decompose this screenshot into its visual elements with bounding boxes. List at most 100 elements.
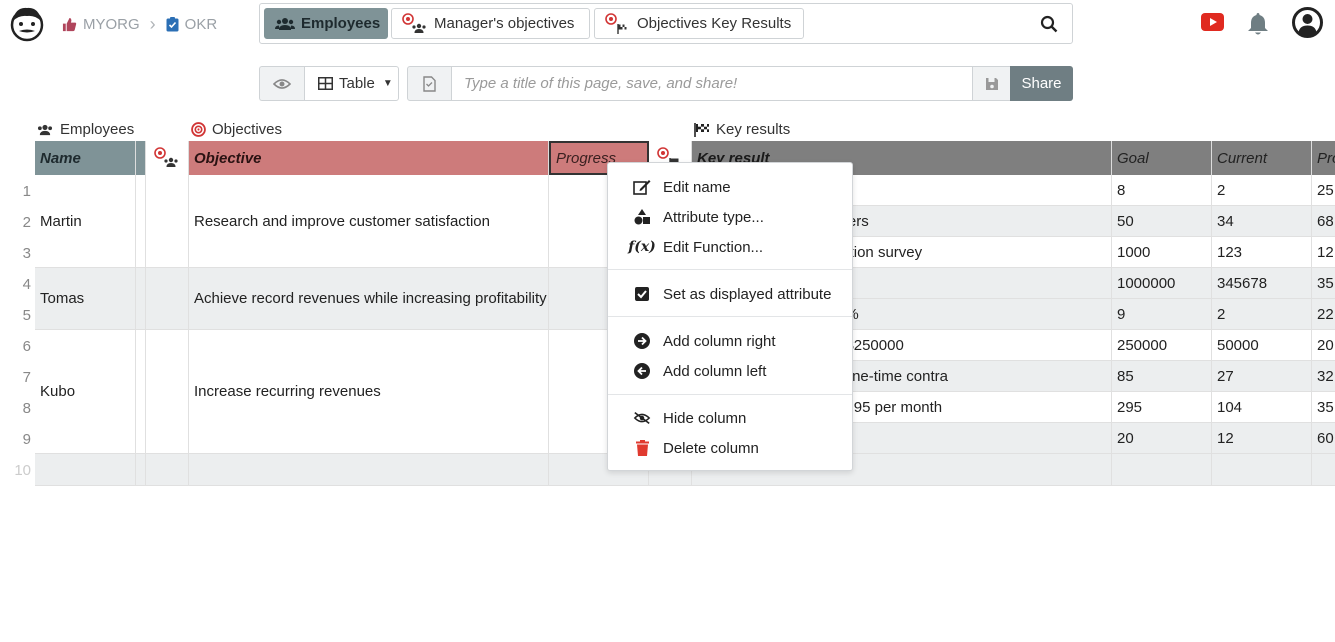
goal-cell[interactable]: 1000000 (1112, 268, 1212, 299)
current-cell[interactable]: 2 (1212, 299, 1312, 330)
current-cell[interactable]: 34 (1212, 206, 1312, 237)
empty-cell[interactable] (1212, 454, 1312, 486)
column-header-manager-link[interactable] (146, 141, 189, 175)
menu-edit-name-label: Edit name (663, 178, 731, 196)
percent-cell[interactable]: 60 (1312, 423, 1335, 454)
current-cell[interactable]: 345678 (1212, 268, 1312, 299)
section-objectives: Objectives (191, 121, 282, 138)
percent-cell[interactable]: 68 (1312, 206, 1335, 237)
menu-add-column-right-label: Add column right (663, 332, 776, 350)
objective-cell[interactable]: Achieve record revenues while increasing… (189, 268, 549, 330)
current-cell[interactable]: 2 (1212, 175, 1312, 206)
table-icon (318, 77, 333, 90)
percent-cell[interactable]: 35 (1312, 392, 1335, 423)
percent-cell[interactable]: 20 (1312, 330, 1335, 361)
current-cell[interactable]: 12 (1212, 423, 1312, 454)
current-cell[interactable]: 104 (1212, 392, 1312, 423)
page-title-input[interactable] (451, 66, 973, 101)
column-header-name[interactable]: Name (35, 141, 136, 175)
menu-add-column-left[interactable]: Add column left (608, 357, 852, 385)
empty-cell[interactable] (136, 454, 146, 486)
objective-cell[interactable]: Increase recurring revenues (189, 330, 549, 454)
edit-icon (633, 178, 651, 196)
manager-cell[interactable] (146, 268, 189, 330)
goal-cell[interactable]: 20 (1112, 423, 1212, 454)
current-cell[interactable]: 123 (1212, 237, 1312, 268)
save-button[interactable] (972, 66, 1011, 101)
menu-edit-name[interactable]: Edit name (608, 173, 852, 201)
empty-cell[interactable] (136, 268, 146, 330)
tab-objectives-key-results[interactable]: Objectives Key Results (594, 8, 804, 39)
manager-cell[interactable] (146, 330, 189, 454)
empty-cell[interactable] (136, 175, 146, 268)
manager-cell[interactable] (146, 175, 189, 268)
org-logo[interactable] (8, 4, 46, 42)
goal-cell[interactable]: 85 (1112, 361, 1212, 392)
goal-cell[interactable]: 9 (1112, 299, 1212, 330)
menu-hide-column[interactable]: Hide column (608, 404, 852, 432)
goal-cell[interactable]: 295 (1112, 392, 1212, 423)
empty-cell[interactable] (146, 454, 189, 486)
menu-set-displayed-label: Set as displayed attribute (663, 285, 832, 303)
empty-cell[interactable] (1112, 454, 1212, 486)
tab-objectives-key-results-label: Objectives Key Results (637, 15, 792, 32)
percent-cell[interactable]: 22 (1312, 299, 1335, 330)
bell-icon[interactable] (1247, 12, 1269, 36)
search-icon[interactable] (1040, 15, 1058, 33)
column-header-progress-2[interactable]: Pro (1312, 141, 1335, 175)
objective-cell[interactable]: Research and improve customer satisfacti… (189, 175, 549, 268)
employee-name-cell[interactable]: Tomas (35, 268, 136, 330)
menu-set-displayed-attribute[interactable]: Set as displayed attribute (608, 280, 852, 308)
row-number: 3 (22, 245, 31, 262)
menu-divider (608, 269, 852, 270)
percent-cell[interactable]: 25 (1312, 175, 1335, 206)
eye-slash-icon (633, 409, 651, 427)
percent-cell[interactable]: 12 (1312, 237, 1335, 268)
current-cell[interactable]: 27 (1212, 361, 1312, 392)
percent-cell[interactable]: 32 (1312, 361, 1335, 392)
view-type-label: Table (339, 75, 375, 92)
goal-cell[interactable]: 250000 (1112, 330, 1212, 361)
breadcrumb-org[interactable]: MYORG (62, 16, 140, 33)
tab-managers-objectives[interactable]: Manager's objectives (391, 8, 590, 39)
menu-divider (608, 394, 852, 395)
view-type-dropdown[interactable]: Table ▼ (304, 66, 399, 101)
menu-add-column-right[interactable]: Add column right (608, 327, 852, 355)
share-button[interactable]: Share (1010, 66, 1073, 101)
breadcrumb-app[interactable]: OKR (166, 16, 217, 33)
youtube-icon[interactable] (1201, 13, 1224, 31)
menu-attribute-type[interactable]: Attribute type... (608, 203, 852, 231)
view-toggle-button[interactable] (259, 66, 304, 101)
empty-cell[interactable] (1312, 454, 1335, 486)
employee-name-cell[interactable]: Kubo (35, 330, 136, 454)
target-flag-icon (605, 12, 627, 34)
goal-cell[interactable]: 8 (1112, 175, 1212, 206)
empty-cell[interactable] (136, 330, 146, 454)
row-number: 8 (22, 400, 31, 417)
trash-icon (633, 439, 651, 457)
goal-cell[interactable]: 1000 (1112, 237, 1212, 268)
menu-delete-column[interactable]: Delete column (608, 434, 852, 462)
menu-delete-column-label: Delete column (663, 439, 759, 457)
goal-cell[interactable]: 50 (1112, 206, 1212, 237)
user-avatar-icon[interactable] (1292, 7, 1323, 38)
section-key-results-label: Key results (716, 121, 791, 138)
column-header-current[interactable]: Current (1212, 141, 1312, 175)
menu-edit-function[interactable]: f(x) Edit Function... (608, 233, 852, 261)
row-number: 9 (22, 431, 31, 448)
employee-name-cell[interactable]: Martin (35, 175, 136, 268)
current-cell[interactable]: 50000 (1212, 330, 1312, 361)
section-employees-label: Employees (60, 121, 135, 138)
section-employees: Employees (36, 121, 134, 138)
tab-employees[interactable]: Employees (264, 8, 388, 39)
column-resize-handle[interactable] (136, 141, 146, 175)
clipboard-check-icon (166, 17, 179, 32)
empty-cell[interactable] (189, 454, 549, 486)
empty-cell[interactable] (35, 454, 136, 486)
page-doc-button[interactable] (407, 66, 452, 101)
row-number: 4 (22, 276, 31, 293)
column-header-objective[interactable]: Objective (189, 141, 549, 175)
column-header-goal[interactable]: Goal (1112, 141, 1212, 175)
percent-cell[interactable]: 35 (1312, 268, 1335, 299)
tab-employees-label: Employees (301, 15, 381, 32)
